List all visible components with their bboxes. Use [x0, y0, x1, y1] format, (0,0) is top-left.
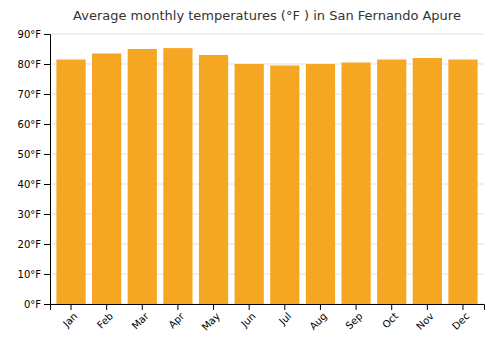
y-tick-mark — [44, 64, 50, 65]
y-tick-label: 30°F — [18, 209, 42, 220]
bar — [56, 60, 85, 305]
y-tick-label: 0°F — [24, 299, 41, 310]
bar — [92, 54, 121, 305]
x-tick-mark — [177, 304, 178, 310]
y-tick-mark — [44, 244, 50, 245]
y-tick-label: 80°F — [18, 59, 42, 70]
y-tick: 10°F — [18, 269, 50, 280]
x-tick: Oct — [380, 304, 400, 330]
bar — [306, 64, 335, 304]
y-axis: 0°F 10°F 20°F 30°F 40°F 50°F 60°F 70°F 80°F 90°F — [18, 29, 51, 310]
x-tick-mark — [320, 304, 321, 310]
y-tick: 50°F — [18, 149, 50, 160]
x-tick-label: Dec — [450, 310, 471, 331]
y-tick-mark — [44, 184, 50, 185]
y-tick-label: 50°F — [18, 149, 42, 160]
y-tick-label: 10°F — [18, 269, 42, 280]
bar — [341, 63, 370, 305]
x-tick-mark — [356, 304, 357, 310]
grid-line — [50, 34, 484, 35]
y-tick-label: 40°F — [18, 179, 42, 190]
y-tick-mark — [44, 274, 50, 275]
title: Average monthly temperatures (°F ) in Sa… — [73, 8, 461, 23]
bar — [448, 60, 477, 305]
y-tick: 60°F — [18, 119, 50, 130]
x-tick: May — [200, 304, 222, 333]
grid — [50, 34, 484, 304]
y-tick-mark — [44, 94, 50, 95]
x-tick-mark — [427, 304, 428, 310]
x-axis-line — [51, 305, 485, 311]
x-tick: Sep — [343, 304, 364, 331]
bar — [413, 58, 442, 304]
y-tick: 40°F — [18, 179, 50, 190]
y-tick-mark — [44, 154, 50, 155]
y-tick: 70°F — [18, 89, 50, 100]
x-tick-label: Oct — [380, 310, 400, 330]
x-tick: Jan — [60, 304, 79, 330]
y-axis-line — [44, 35, 51, 305]
x-tick-mark — [391, 304, 392, 310]
x-tick: Aug — [307, 304, 329, 332]
bar — [270, 66, 299, 305]
x-tick: Jun — [238, 304, 258, 330]
x-tick-label: Sep — [343, 310, 364, 331]
y-tick: 20°F — [18, 239, 50, 250]
y-tick-mark — [44, 304, 50, 305]
x-tick-label: Mar — [130, 310, 152, 332]
y-tick-mark — [44, 214, 50, 215]
x-tick-label: Aug — [307, 310, 329, 332]
y-tick-mark — [44, 34, 50, 35]
x-tick-mark — [71, 304, 72, 310]
x-tick-label: May — [200, 310, 222, 332]
x-tick-mark — [213, 304, 214, 310]
bars — [56, 48, 477, 304]
x-tick: Apr — [166, 304, 187, 330]
bar — [235, 64, 264, 304]
x-tick-mark — [249, 304, 250, 310]
x-axis: Jan Feb Mar Apr May Jun Jul Aug Sep Oct Nov Dec — [51, 304, 485, 333]
x-tick-label: Feb — [95, 310, 115, 330]
x-tick-mark — [142, 304, 143, 310]
x-tick-label: Nov — [414, 310, 436, 332]
y-tick-mark — [44, 124, 50, 125]
x-tick-mark — [462, 304, 463, 310]
y-tick-label: 60°F — [18, 119, 42, 130]
y-tick-label: 20°F — [18, 239, 42, 250]
x-tick: Dec — [450, 304, 471, 332]
bar — [163, 48, 192, 304]
x-tick: Feb — [95, 304, 115, 331]
x-tick-mark — [106, 304, 107, 310]
y-tick-label: 70°F — [18, 89, 42, 100]
x-tick: Mar — [130, 304, 152, 331]
y-tick: 90°F — [18, 29, 50, 40]
x-tick-label: Apr — [166, 310, 187, 331]
x-tick: Jul — [276, 304, 293, 327]
bar — [128, 49, 157, 304]
bar — [199, 55, 228, 304]
chart: 0°F 10°F 20°F 30°F 40°F 50°F 60°F 70°F 80°F 90°F J… — [0, 0, 500, 350]
y-tick: 80°F — [18, 59, 50, 70]
y-tick: 30°F — [18, 209, 50, 220]
x-tick: Nov — [414, 304, 436, 332]
y-tick: 0°F — [24, 299, 50, 310]
x-tick-label: Jun — [238, 310, 258, 330]
x-tick-label: Jul — [276, 310, 293, 327]
x-tick-mark — [284, 304, 285, 310]
y-tick-label: 90°F — [18, 29, 42, 40]
x-tick-label: Jan — [60, 310, 79, 329]
bar — [377, 60, 406, 305]
